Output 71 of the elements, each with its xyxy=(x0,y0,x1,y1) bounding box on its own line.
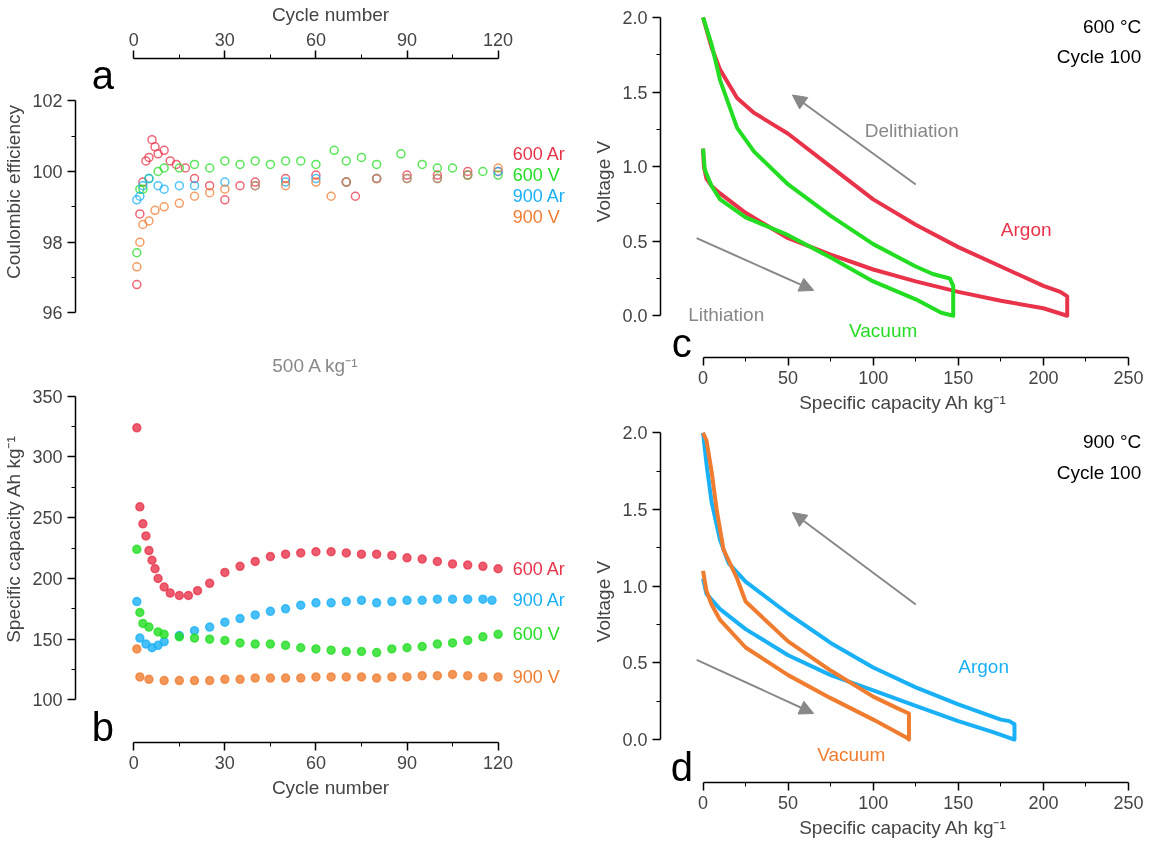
y-tick-label: 1.0 xyxy=(622,157,648,178)
y-tick-label: 1.5 xyxy=(622,499,648,520)
annotation: 900 °C xyxy=(1082,431,1142,453)
x-axis-title: Cycle number xyxy=(271,3,390,25)
y-tick-label: 1.5 xyxy=(622,82,648,103)
y-tick-label: 150 xyxy=(32,629,63,650)
annotation: Cycle 100 xyxy=(1056,462,1142,484)
y-tick-label: 250 xyxy=(32,508,63,529)
annotation: Delithiation xyxy=(864,120,959,142)
series-label: Vacuum xyxy=(817,744,886,766)
y-tick-label: 1.0 xyxy=(622,576,648,597)
x-tick-label: 60 xyxy=(305,29,326,50)
x-axis-title: Specific capacity Ah kg⁻¹ xyxy=(799,816,1006,838)
y-tick-label: 350 xyxy=(32,386,63,407)
y-tick-label: 2.0 xyxy=(622,423,648,444)
annotation: Cycle 100 xyxy=(1056,45,1142,67)
series-label: 900 Ar xyxy=(512,186,565,207)
y-tick-label: 2.0 xyxy=(622,7,648,28)
x-tick-label: 90 xyxy=(396,752,418,773)
text: 900 V xyxy=(512,207,560,228)
y-axis-title: Voltage V xyxy=(593,560,615,643)
x-tick-label: 150 xyxy=(943,367,974,388)
y-tick-label: 200 xyxy=(32,568,63,589)
x-tick-label: 0 xyxy=(698,367,709,388)
x-tick-label: 50 xyxy=(778,792,799,813)
y-tick-label: 0.0 xyxy=(622,306,648,327)
y-tick-label: 98 xyxy=(42,232,63,253)
x-axis-title: Specific capacity Ah kg⁻¹ xyxy=(799,391,1006,413)
text: a xyxy=(91,53,115,98)
series-label: 900 V xyxy=(512,666,560,687)
series-label: 900 Ar xyxy=(512,590,565,611)
x-tick-label: 250 xyxy=(1113,367,1144,388)
x-tick-label: 60 xyxy=(305,752,326,773)
y-tick-label: 0.0 xyxy=(622,730,648,751)
series-label: 600 V xyxy=(512,165,560,186)
x-tick-label: 30 xyxy=(214,29,235,50)
y-tick-label: 100 xyxy=(32,690,63,711)
x-tick-label: 0 xyxy=(698,792,709,813)
series-label: 600 Ar xyxy=(512,143,565,164)
series-label: Argon xyxy=(958,655,1010,677)
x-tick-label: 120 xyxy=(483,752,514,773)
y-tick-label: 0.5 xyxy=(622,231,648,252)
x-tick-label: 0 xyxy=(128,752,139,773)
series-label: Vacuum xyxy=(849,320,918,342)
text: b xyxy=(91,705,114,750)
text: d xyxy=(670,745,693,790)
annotation: 600 °C xyxy=(1082,15,1142,37)
x-tick-label: 0 xyxy=(128,29,139,50)
y-tick-label: 300 xyxy=(32,447,63,468)
series-label: 600 V xyxy=(512,624,560,645)
x-tick-label: 90 xyxy=(396,29,418,50)
x-tick-label: 100 xyxy=(858,367,889,388)
x-tick-label: 250 xyxy=(1113,792,1144,813)
y-tick-label: 96 xyxy=(42,303,63,324)
series-label: Argon xyxy=(1000,218,1052,240)
y-tick-label: 0.5 xyxy=(622,653,648,674)
x-tick-label: 30 xyxy=(214,752,235,773)
y-tick-label: 102 xyxy=(32,91,63,112)
x-axis-title: Cycle number xyxy=(271,776,390,798)
x-tick-label: 100 xyxy=(858,792,889,813)
y-tick-label: 100 xyxy=(32,162,63,183)
y-axis-title: Specific capacity Ah kg⁻¹ xyxy=(3,436,25,643)
x-tick-label: 200 xyxy=(1028,367,1059,388)
y-axis-title: Coulombic efficiency xyxy=(3,104,25,279)
x-tick-label: 120 xyxy=(483,29,514,50)
series-label: 600 Ar xyxy=(512,558,565,579)
x-tick-label: 200 xyxy=(1028,792,1059,813)
x-tick-label: 150 xyxy=(943,792,974,813)
x-tick-label: 50 xyxy=(778,367,799,388)
text: 500 A kg⁻¹ xyxy=(272,355,358,377)
y-axis-title: Voltage V xyxy=(593,140,615,223)
